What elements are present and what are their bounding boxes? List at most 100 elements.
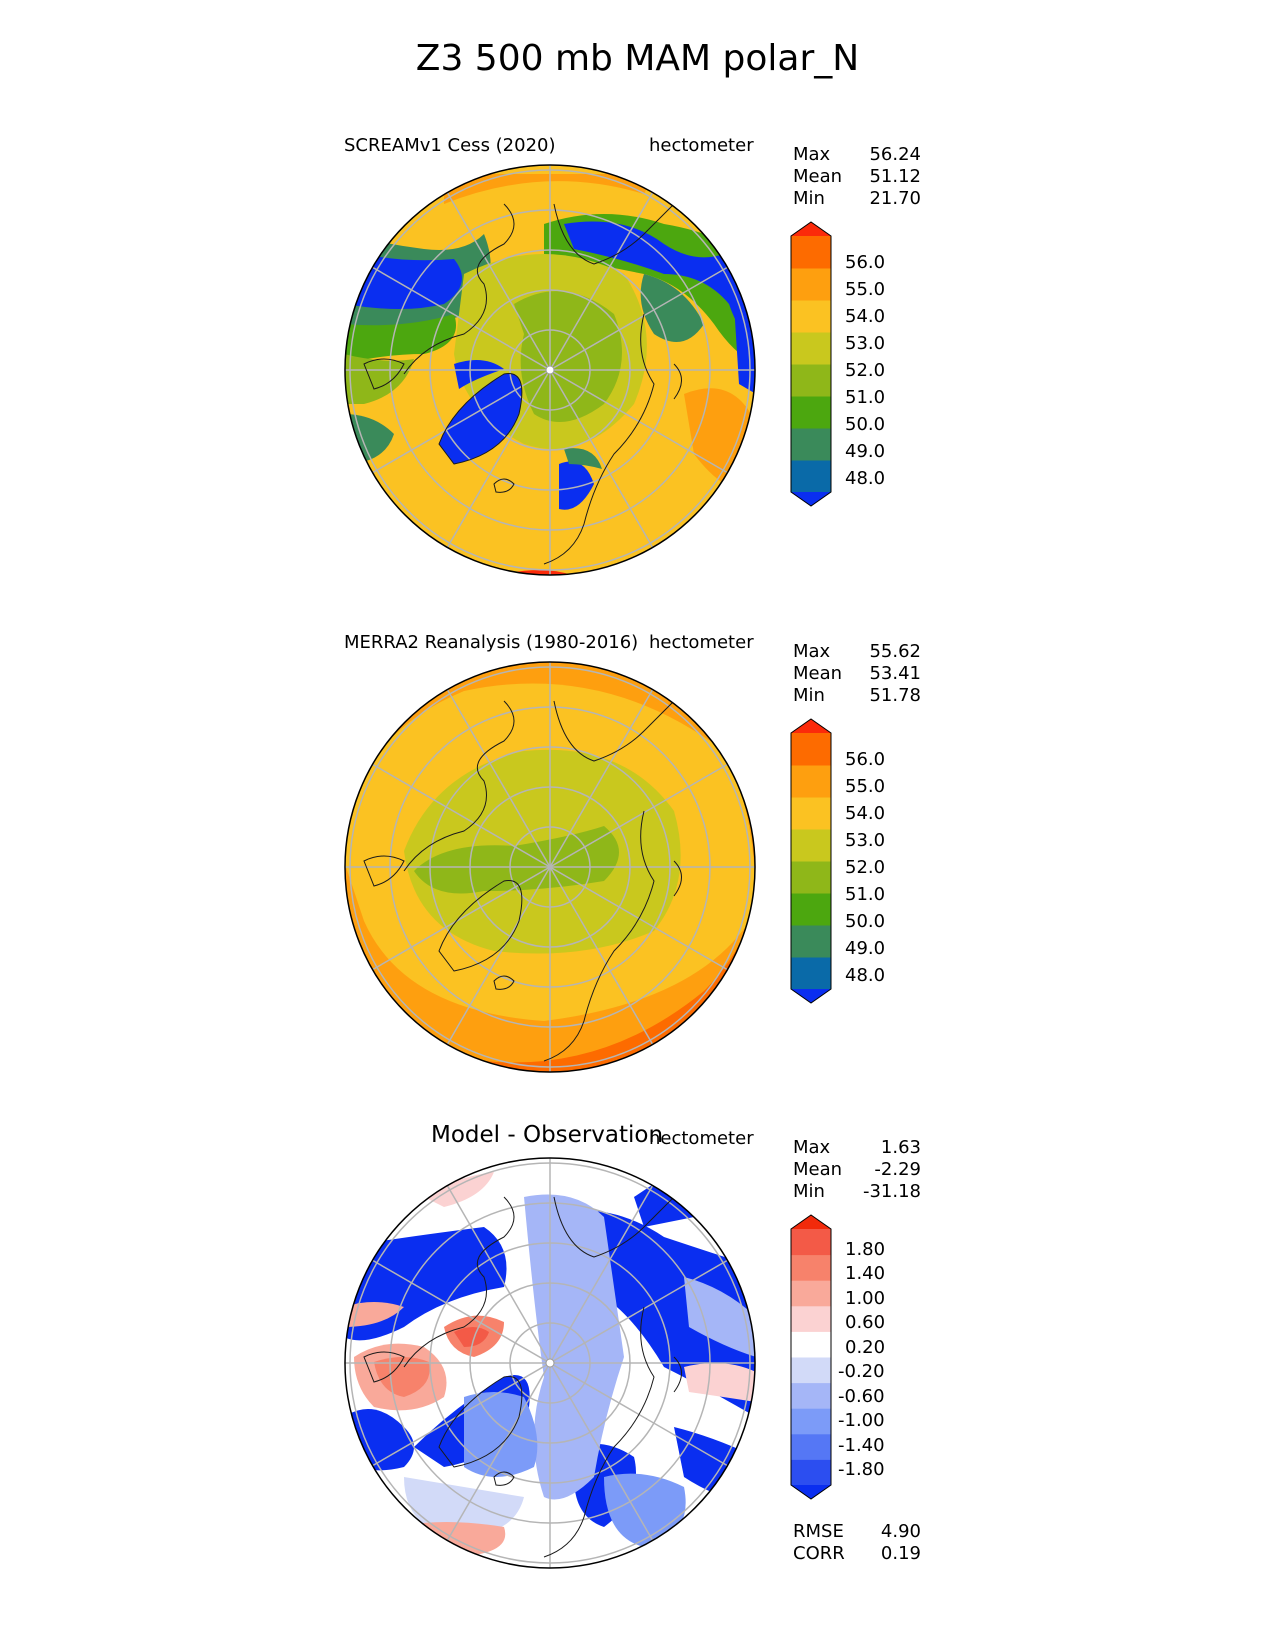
colorbar-bin — [791, 364, 831, 397]
stat-value: 56.24 — [869, 144, 921, 165]
tick-label: 48.0 — [845, 965, 886, 986]
tick-label: 0.20 — [845, 1337, 886, 1358]
stat-label: Min — [793, 1181, 825, 1202]
tick-label: -1.80 — [838, 1459, 885, 1480]
tick-label: 0.60 — [845, 1312, 886, 1333]
tick-label: 53.0 — [845, 333, 886, 354]
tick-label: 1.40 — [845, 1263, 886, 1284]
tick-label: 50.0 — [845, 911, 886, 932]
stat-label: Mean — [793, 1159, 843, 1180]
colorbar-bin — [791, 733, 831, 766]
stat-value: -31.18 — [862, 1181, 921, 1202]
tick-label: 52.0 — [845, 857, 886, 878]
colorbar-bin — [791, 1254, 831, 1281]
colorbar-bins — [791, 1229, 831, 1486]
metric-label: RMSE — [793, 1521, 844, 1542]
colorbar-bin — [791, 396, 831, 429]
metric-value: 0.19 — [880, 1543, 921, 1564]
tick-label: 51.0 — [845, 387, 886, 408]
colorbar-bin — [791, 332, 831, 365]
tick-label: 51.0 — [845, 884, 886, 905]
colorbar-ticks: 56.0 55.0 54.0 53.0 52.0 51.0 50.0 49.0 … — [845, 222, 905, 506]
colorbar-bin — [791, 765, 831, 798]
colorbar-bin — [791, 1433, 831, 1460]
tick-label: -0.20 — [838, 1361, 885, 1382]
stats-box: Max 1.63 Mean -2.29 Min -31.18 — [793, 1137, 921, 1203]
tick-label: 49.0 — [845, 441, 886, 462]
colorbar-svg — [790, 718, 832, 1004]
colorbar-bin — [791, 1331, 831, 1358]
colorbar-bin — [791, 236, 831, 269]
tick-label: 53.0 — [845, 830, 886, 851]
metric-label: CORR — [793, 1543, 845, 1564]
stat-label: Mean — [793, 663, 843, 684]
units-label: hectometer — [649, 1128, 754, 1149]
metric-value: 4.90 — [880, 1521, 921, 1542]
colorbar-ticks: 56.0 55.0 54.0 53.0 52.0 51.0 50.0 49.0 … — [845, 719, 905, 1003]
colorbar-extend-min — [791, 989, 831, 1003]
colorbar-extend-min — [791, 1485, 831, 1499]
stat-label: Min — [793, 188, 825, 209]
colorbar-bin — [791, 861, 831, 894]
colorbar-bin — [791, 1305, 831, 1332]
colorbar-bin — [791, 797, 831, 830]
panel-title: MERRA2 Reanalysis (1980-2016) — [344, 632, 639, 653]
units-label: hectometer — [649, 135, 754, 156]
colorbar-difference — [790, 1214, 845, 1503]
tick-label: 56.0 — [845, 749, 886, 770]
colorbar-bin — [791, 268, 831, 301]
tick-label: 52.0 — [845, 360, 886, 381]
tick-label: 54.0 — [845, 306, 886, 327]
stat-value: 55.62 — [869, 641, 921, 662]
colorbar-svg — [790, 221, 832, 507]
colorbar-extend-max — [791, 1215, 831, 1229]
stat-label: Max — [793, 1137, 831, 1158]
tick-label: 49.0 — [845, 938, 886, 959]
colorbar-ticks: 1.80 1.40 1.00 0.60 0.20 -0.20 -0.60 -1.… — [838, 1215, 905, 1499]
tick-label: -0.60 — [838, 1386, 885, 1407]
units-label: hectometer — [649, 632, 754, 653]
stat-value: 1.63 — [880, 1137, 921, 1158]
tick-label: 55.0 — [845, 776, 886, 797]
colorbar-extend-max — [791, 719, 831, 733]
colorbar-bin — [791, 300, 831, 333]
colorbar-bin — [791, 925, 831, 958]
tick-label: 1.80 — [845, 1239, 886, 1260]
colorbar-bin — [791, 1357, 831, 1384]
panel-title: SCREAMv1 Cess (2020) — [344, 135, 556, 156]
tick-label: -1.00 — [838, 1410, 885, 1431]
colorbar-observation — [790, 718, 845, 1007]
metrics-box: RMSE 4.90 CORR 0.19 — [793, 1521, 921, 1565]
polar-map-observation — [344, 661, 756, 1073]
stat-label: Mean — [793, 166, 843, 187]
tick-label: -1.40 — [838, 1435, 885, 1456]
stat-value: 21.70 — [869, 188, 921, 209]
panel-title: Model - Observation — [431, 1122, 664, 1148]
stats-box: Max 56.24 Mean 51.12 Min 21.70 — [793, 144, 921, 210]
stats-box: Max 55.62 Mean 53.41 Min 51.78 — [793, 641, 921, 707]
stat-value: -2.29 — [874, 1159, 921, 1180]
stat-label: Max — [793, 144, 831, 165]
colorbar-extend-max — [791, 222, 831, 236]
polar-map-model — [344, 164, 756, 576]
colorbar-bin — [791, 957, 831, 990]
colorbar-bin — [791, 1459, 831, 1486]
colorbar-bins — [791, 236, 831, 493]
tick-label: 56.0 — [845, 252, 886, 273]
colorbar-bin — [791, 1229, 831, 1256]
stat-value: 53.41 — [869, 663, 921, 684]
colorbar-model — [790, 221, 845, 510]
colorbar-bin — [791, 460, 831, 493]
stat-label: Min — [793, 685, 825, 706]
stat-value: 51.12 — [869, 166, 921, 187]
stat-label: Max — [793, 641, 831, 662]
tick-label: 1.00 — [845, 1288, 886, 1309]
colorbar-bins — [791, 733, 831, 990]
tick-label: 48.0 — [845, 468, 886, 489]
colorbar-extend-min — [791, 492, 831, 506]
colorbar-svg — [790, 1214, 832, 1500]
figure-title: Z3 500 mb MAM polar_N — [415, 38, 860, 79]
colorbar-bin — [791, 893, 831, 926]
tick-label: 54.0 — [845, 803, 886, 824]
polar-map-difference — [344, 1157, 756, 1569]
